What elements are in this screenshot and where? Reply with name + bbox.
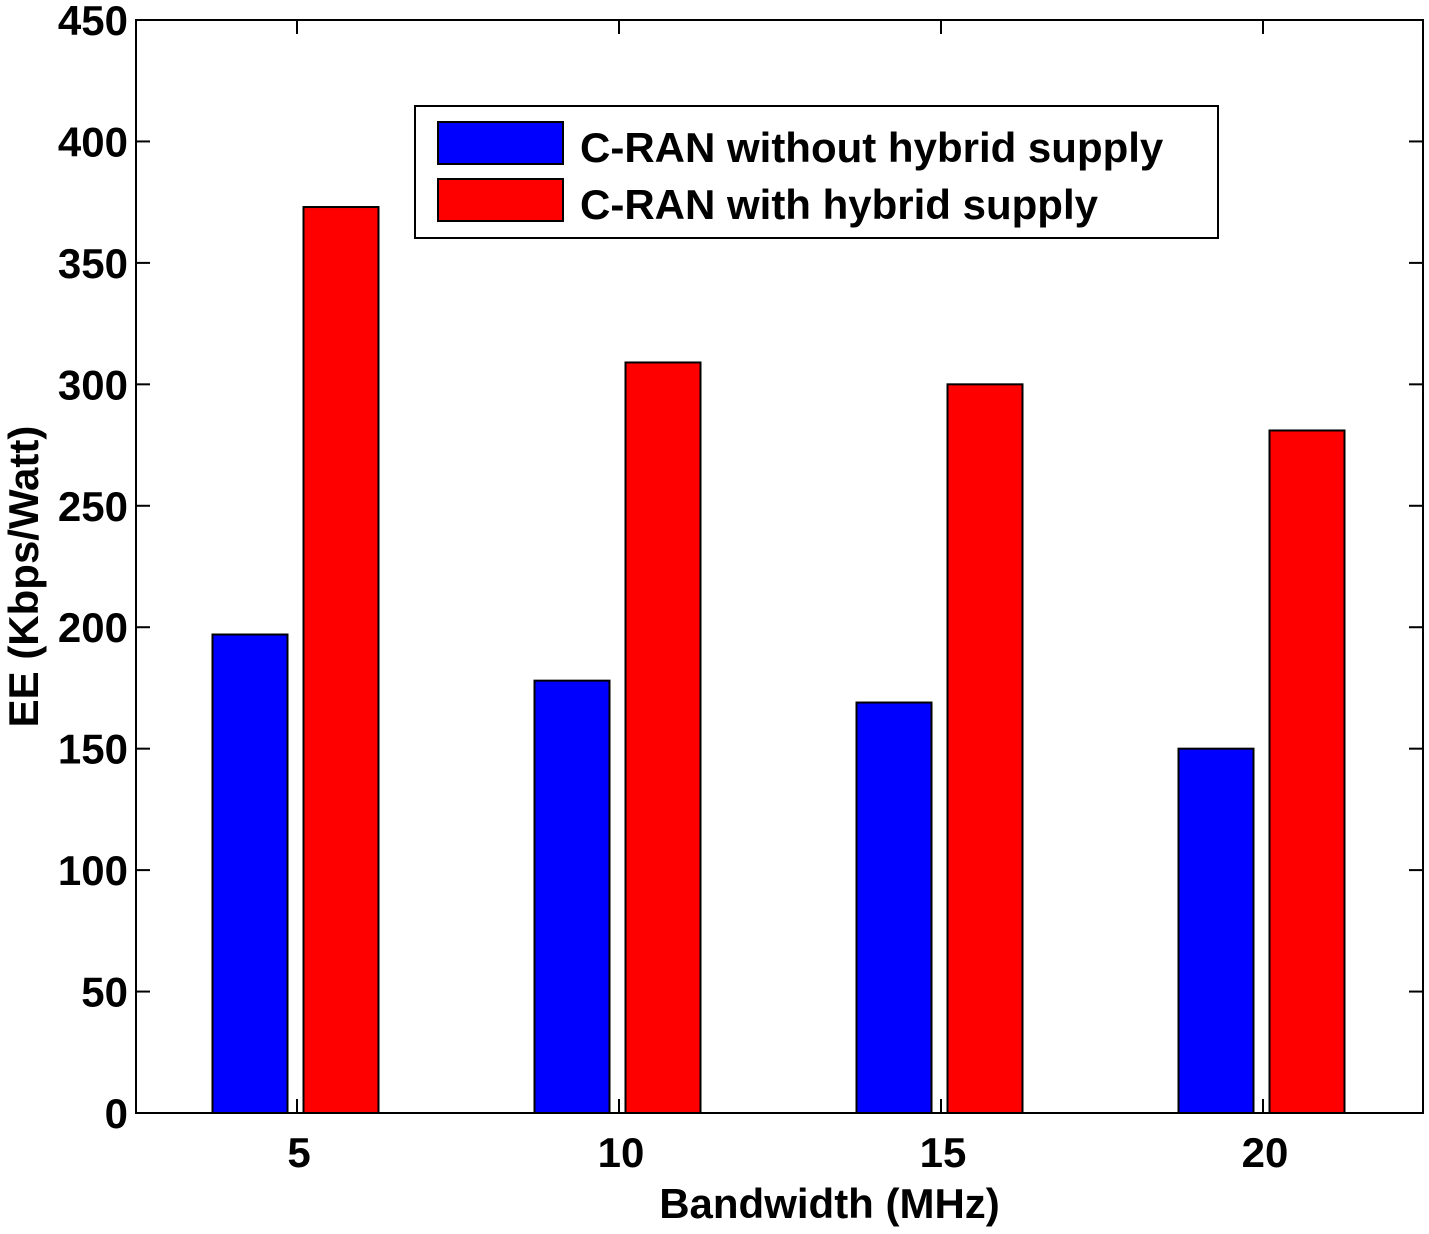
y-tick-label: 450 <box>58 0 128 44</box>
y-tick-label: 0 <box>105 1090 128 1137</box>
legend: C-RAN without hybrid supply C-RAN with h… <box>414 105 1219 239</box>
bar-series1-10 <box>533 679 611 1114</box>
x-tick-label: 15 <box>920 1129 967 1176</box>
y-tick-label: 200 <box>58 604 128 651</box>
y-tick-label: 50 <box>81 969 128 1016</box>
bar-series2-5 <box>302 206 380 1115</box>
x-tick-label: 5 <box>287 1129 310 1176</box>
y-tick-label: 300 <box>58 361 128 408</box>
y-tick-label: 100 <box>58 847 128 894</box>
legend-label-without-hybrid: C-RAN without hybrid supply <box>580 124 1164 171</box>
bar-series2-10 <box>624 361 702 1114</box>
ticks-layer <box>136 19 1423 1114</box>
bar-series2-20 <box>1268 429 1346 1114</box>
bars-layer <box>211 206 1346 1115</box>
y-axis-title: EE (Kbps/Watt) <box>0 426 47 728</box>
plot-frame <box>135 19 1424 1114</box>
x-tick-labels: 5 10 15 20 <box>287 1129 1288 1176</box>
bar-series1-5 <box>211 633 289 1115</box>
bar-series1-20 <box>1177 747 1255 1115</box>
y-tick-label: 350 <box>58 240 128 287</box>
legend-label-with-hybrid: C-RAN with hybrid supply <box>580 181 1099 228</box>
bar-series1-15 <box>855 701 933 1114</box>
x-tick-label: 20 <box>1242 1129 1289 1176</box>
x-axis-title: Bandwidth (MHz) <box>659 1180 1000 1227</box>
legend-swatch-without-hybrid <box>437 121 564 165</box>
y-tick-labels: 0 50 100 150 200 250 300 350 400 450 <box>58 0 128 1137</box>
y-tick-label: 400 <box>58 118 128 165</box>
y-tick-label: 150 <box>58 726 128 773</box>
legend-swatch-with-hybrid <box>437 178 564 222</box>
y-tick-label: 250 <box>58 483 128 530</box>
bar-series2-15 <box>946 383 1024 1115</box>
x-tick-label: 10 <box>598 1129 645 1176</box>
